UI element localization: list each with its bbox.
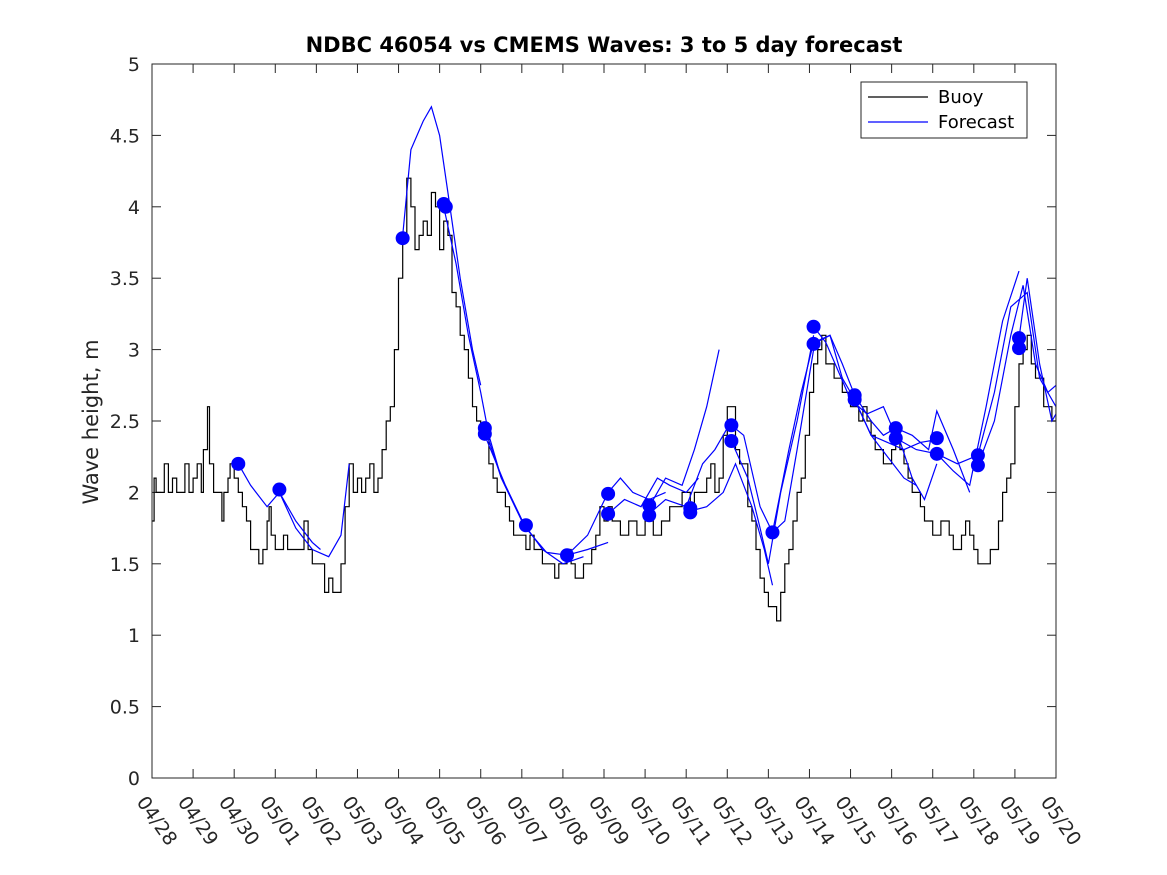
forecast-marker: [518, 518, 533, 533]
forecast-marker: [642, 508, 657, 523]
forecast-line: [648, 420, 732, 515]
legend-label-forecast: Forecast: [938, 112, 1014, 133]
axes-box: [151, 63, 1057, 779]
x-tick-label: 05/01: [255, 792, 304, 849]
x-tick-label: 05/06: [461, 792, 510, 849]
plot-area: 00.511.522.533.544.5504/2804/2904/3005/0…: [110, 54, 1086, 850]
forecast-marker: [1012, 331, 1027, 346]
plot-background: [152, 64, 1056, 778]
forecast-marker: [724, 418, 739, 433]
x-tick-label: 05/10: [625, 792, 674, 849]
x-tick-label: 05/17: [913, 792, 962, 849]
x-tick-label: 05/20: [1036, 792, 1085, 849]
y-tick-label: 4: [128, 197, 140, 219]
x-tick-label: 05/04: [378, 792, 427, 849]
forecast-line: [977, 291, 1056, 456]
forecast-line: [443, 206, 502, 479]
x-tick-label: 04/28: [132, 792, 181, 849]
forecast-line: [895, 409, 971, 493]
y-tick-label: 2.5: [110, 411, 140, 433]
forecast-marker: [395, 231, 410, 246]
y-tick-label: 3: [128, 340, 140, 362]
forecast-line: [1018, 278, 1056, 423]
y-tick-label: 0: [128, 768, 140, 790]
forecast-line: [648, 349, 720, 507]
y-tick-label: 2: [128, 482, 140, 504]
forecast-marker: [970, 458, 985, 473]
forecast-marker: [1012, 341, 1027, 356]
forecast-marker: [477, 426, 492, 441]
y-tick-label: 0.5: [110, 697, 140, 719]
forecast-marker: [601, 486, 616, 501]
forecast-line: [690, 462, 774, 586]
y-tick-label: 1: [128, 625, 140, 647]
x-tick-label: 05/15: [830, 792, 879, 849]
buoy-line: [152, 177, 1056, 622]
forecast-marker: [806, 336, 821, 351]
x-tick-label: 05/11: [666, 792, 715, 849]
x-tick-label: 04/30: [214, 792, 263, 849]
x-tick-label: 05/08: [543, 792, 592, 849]
forecast-marker: [272, 482, 287, 497]
forecast-marker: [601, 506, 616, 521]
x-tick-label: 05/19: [995, 792, 1044, 849]
forecast-line: [854, 399, 937, 451]
forecast-marker: [642, 498, 657, 513]
forecast-marker: [765, 525, 780, 540]
forecast-marker: [888, 421, 903, 436]
x-tick-label: 05/03: [337, 792, 386, 849]
forecast-line: [278, 463, 350, 558]
forecast-marker: [929, 431, 944, 446]
chart-title: NDBC 46054 vs CMEMS Waves: 3 to 5 day fo…: [306, 33, 903, 57]
x-tick-label: 05/02: [296, 792, 345, 849]
x-tick-label: 05/09: [584, 792, 633, 849]
forecast-line: [484, 435, 609, 556]
legend-label-buoy: Buoy: [938, 87, 984, 108]
legend: Buoy Forecast: [860, 81, 1028, 139]
forecast-marker: [806, 319, 821, 334]
forecast-line: [936, 270, 1020, 487]
x-tick-label: 05/16: [872, 792, 921, 849]
forecast-marker: [231, 456, 246, 471]
x-tick-label: 05/12: [707, 792, 756, 849]
x-tick-label: 05/14: [789, 792, 838, 849]
x-tick-label: 05/05: [420, 792, 469, 849]
y-tick-label: 4.5: [110, 125, 140, 147]
forecast-line: [607, 477, 699, 515]
forecast-line: [402, 105, 482, 386]
forecast-marker: [438, 199, 453, 214]
x-tick-label: 05/18: [954, 792, 1003, 849]
forecast-marker: [560, 548, 575, 563]
x-tick-label: 04/29: [173, 792, 222, 849]
forecast-marker: [970, 448, 985, 463]
forecast-marker: [929, 446, 944, 461]
forecast-line: [730, 335, 815, 564]
forecast-marker: [847, 392, 862, 407]
legend-box: [860, 81, 1028, 139]
y-tick-label: 5: [128, 54, 140, 76]
y-axis-label: Wave height, m: [79, 339, 103, 504]
forecast-marker: [724, 433, 739, 448]
y-tick-label: 3.5: [110, 268, 140, 290]
y-tick-label: 1.5: [110, 554, 140, 576]
forecast-marker: [888, 431, 903, 446]
x-tick-label: 05/13: [748, 792, 797, 849]
x-tick-label: 05/07: [502, 792, 551, 849]
forecast-marker: [683, 505, 698, 520]
